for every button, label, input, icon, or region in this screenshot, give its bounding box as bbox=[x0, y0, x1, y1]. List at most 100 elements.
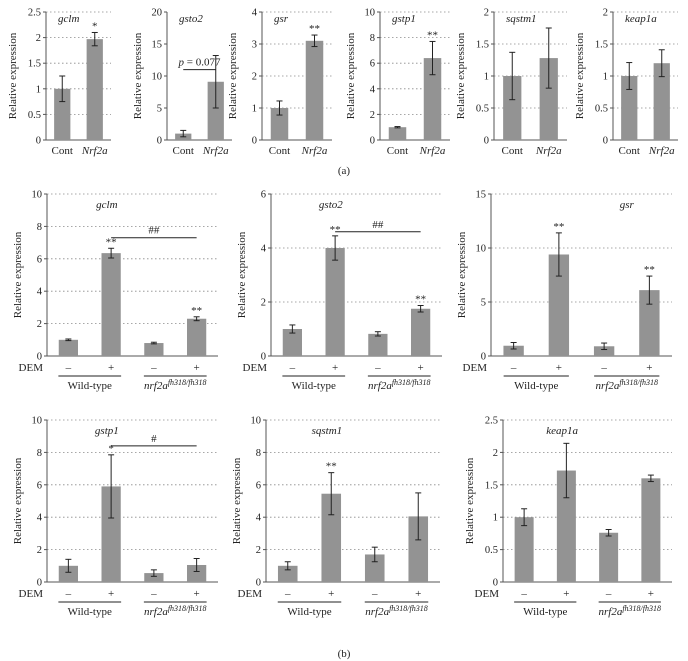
y-tick-label: 1 bbox=[36, 84, 41, 95]
comparison-mark: # bbox=[151, 433, 157, 445]
bar bbox=[539, 58, 558, 140]
y-tick-label: 1.5 bbox=[485, 480, 498, 491]
chart-b-gsto2: 0 2 4 6 Relative expression gsto2 ** ** ## DEM – + –… bbox=[236, 190, 442, 392]
bar bbox=[368, 333, 388, 356]
y-tick-label: 0.5 bbox=[28, 110, 41, 121]
significance-mark: ** bbox=[191, 305, 202, 317]
bar bbox=[58, 565, 78, 582]
y-tick-label: 2 bbox=[37, 545, 42, 556]
bar bbox=[388, 127, 407, 140]
dem-sign: + bbox=[108, 588, 114, 600]
gene-title: keap1a bbox=[546, 425, 578, 437]
y-tick-label: 20 bbox=[152, 8, 163, 19]
group-label-mutant: nrf2afh318/fh318 bbox=[368, 378, 431, 392]
y-tick-label: 0 bbox=[603, 136, 608, 147]
y-tick-label: 10 bbox=[32, 416, 43, 427]
bar bbox=[599, 532, 619, 582]
y-tick-label: 2 bbox=[370, 110, 375, 121]
y-tick-label: 2 bbox=[256, 545, 261, 556]
dem-label: DEM bbox=[475, 588, 500, 600]
gene-title: gsr bbox=[620, 199, 635, 211]
bar bbox=[503, 76, 522, 140]
y-tick-label: 0 bbox=[37, 578, 42, 589]
gene-title: gclm bbox=[96, 199, 117, 211]
dem-sign: + bbox=[194, 362, 200, 374]
chart-b-sqstm1: 0 2 4 6 8 10 Relative expression sqstm1 ** DEM – + –… bbox=[231, 416, 440, 618]
dem-label: DEM bbox=[19, 588, 44, 600]
y-tick-label: 1 bbox=[252, 104, 257, 115]
y-tick-label: 2.5 bbox=[28, 8, 41, 19]
y-tick-label: 4 bbox=[37, 287, 43, 298]
dem-label: DEM bbox=[243, 362, 268, 374]
bar bbox=[207, 81, 224, 140]
y-axis-label: Relative expression bbox=[12, 231, 24, 318]
group-label-mutant: nrf2afh318/fh318 bbox=[365, 604, 428, 618]
y-axis-label: Relative expression bbox=[456, 231, 468, 318]
y-tick-label: 6 bbox=[256, 480, 261, 491]
y-tick-label: 4 bbox=[261, 244, 267, 255]
dem-sign: + bbox=[332, 362, 338, 374]
dem-sign: – bbox=[150, 588, 157, 600]
y-tick-label: 1.5 bbox=[476, 40, 489, 51]
y-tick-label: 10 bbox=[251, 416, 262, 427]
y-tick-label: 0.5 bbox=[485, 545, 498, 556]
group-label-mutant: nrf2afh318/fh318 bbox=[595, 378, 658, 392]
chart-a-gclm: 0 0.5 1 1.5 2 2.5 Relative expression gclm * Cont… bbox=[7, 8, 111, 157]
bar bbox=[556, 470, 576, 582]
p-value-label: p = 0.077 bbox=[178, 57, 221, 69]
y-tick-label: 2.5 bbox=[485, 416, 498, 427]
bar bbox=[621, 76, 638, 140]
group-label-wild-type: Wild-type bbox=[514, 380, 558, 392]
category-label: Cont bbox=[387, 145, 408, 157]
y-tick-label: 0 bbox=[481, 352, 486, 363]
y-tick-label: 2 bbox=[484, 8, 489, 19]
gene-title: gsto2 bbox=[319, 199, 343, 211]
category-label: Nrf2a bbox=[648, 145, 675, 157]
group-label-wild-type: Wild-type bbox=[292, 380, 336, 392]
y-axis-label: Relative expression bbox=[236, 231, 248, 318]
y-tick-label: 6 bbox=[37, 254, 42, 265]
y-axis-label: Relative expression bbox=[231, 457, 243, 544]
dem-sign: – bbox=[600, 362, 607, 374]
bar bbox=[641, 478, 661, 582]
bar bbox=[411, 308, 431, 356]
bar bbox=[101, 253, 121, 356]
group-label-mutant: nrf2afh318/fh318 bbox=[144, 604, 207, 618]
y-tick-label: 15 bbox=[476, 190, 487, 201]
y-tick-label: 2 bbox=[493, 448, 498, 459]
significance-mark: ** bbox=[553, 221, 564, 233]
y-tick-label: 4 bbox=[370, 84, 376, 95]
bar bbox=[277, 565, 298, 582]
y-tick-label: 5 bbox=[481, 298, 486, 309]
y-tick-label: 0 bbox=[261, 352, 266, 363]
dem-label: DEM bbox=[238, 588, 263, 600]
bar bbox=[144, 343, 164, 356]
y-tick-label: 4 bbox=[252, 8, 258, 19]
gene-title: keap1a bbox=[625, 13, 657, 25]
bar bbox=[187, 318, 207, 356]
dem-sign: + bbox=[648, 588, 654, 600]
significance-mark: ** bbox=[415, 294, 426, 306]
significance-mark: ** bbox=[309, 23, 320, 35]
bar bbox=[321, 493, 342, 582]
bar bbox=[58, 339, 78, 356]
gene-title: gclm bbox=[58, 13, 79, 25]
y-tick-label: 1 bbox=[603, 72, 608, 83]
comparison-mark: ## bbox=[372, 219, 384, 231]
y-tick-label: 0 bbox=[484, 136, 489, 147]
y-axis-label: Relative expression bbox=[345, 32, 357, 119]
y-tick-label: 0 bbox=[157, 136, 162, 147]
gene-title: gstp1 bbox=[392, 13, 416, 25]
significance-mark: * bbox=[108, 443, 114, 455]
dem-sign: – bbox=[289, 362, 296, 374]
y-tick-label: 10 bbox=[365, 8, 376, 19]
category-label: Nrf2a bbox=[301, 145, 328, 157]
bar bbox=[423, 58, 442, 140]
y-tick-label: 5 bbox=[157, 104, 162, 115]
y-tick-label: 8 bbox=[37, 222, 42, 233]
bar bbox=[54, 88, 71, 140]
category-label: Cont bbox=[502, 145, 523, 157]
category-label: Nrf2a bbox=[81, 145, 108, 157]
y-tick-label: 10 bbox=[152, 72, 163, 83]
